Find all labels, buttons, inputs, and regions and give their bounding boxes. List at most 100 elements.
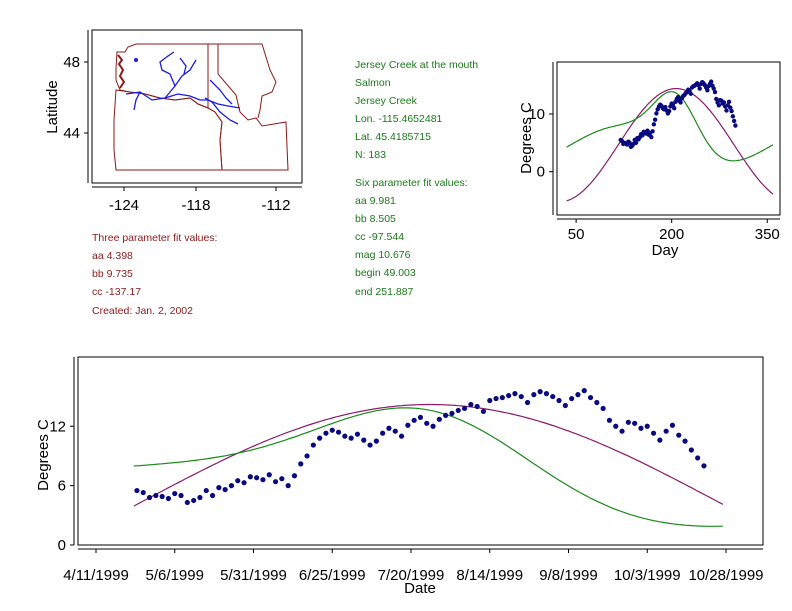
day-fit3-line: [566, 88, 774, 202]
map-ytick-44: 44: [63, 125, 80, 142]
site-n: N: 183: [355, 149, 386, 161]
date-data-point: [537, 389, 543, 395]
date-data-point: [191, 497, 197, 504]
day-data-point: [728, 105, 733, 110]
three-param-heading: Three parameter fit values:: [92, 232, 217, 244]
site-lon: Lon. -115.4652481: [355, 113, 443, 125]
date-data-point: [474, 403, 480, 410]
six-param-end: end 251.887: [355, 286, 414, 298]
date-data-point: [260, 477, 266, 483]
date-data-point: [512, 391, 518, 397]
date-xtick-label: 8/14/1999: [456, 567, 523, 584]
day-xtick-label: 200: [659, 226, 684, 243]
day-data-point: [627, 140, 632, 146]
day-xtick-label: 350: [755, 226, 780, 243]
day-data-point: [726, 99, 732, 105]
date-data-point: [417, 414, 424, 420]
day-chart: 0 10 50 200 350 Day Degrees C: [518, 61, 781, 259]
date-data-point: [134, 487, 140, 494]
rivers: [125, 51, 241, 125]
date-data-point: [405, 422, 411, 428]
date-chart-axes: 0 6 12 4/11/1999 5/6/1999 5/31/1999 6/25/1999 7…: [49, 357, 764, 584]
day-ytick-label: 0: [537, 164, 545, 181]
date-data-point: [644, 423, 650, 429]
date-data-point: [575, 392, 581, 398]
date-data-point: [449, 410, 455, 416]
created-date: Created: Jan. 2, 2002: [92, 305, 193, 317]
six-param-heading: Six parameter fit values:: [355, 177, 468, 189]
date-data-point: [291, 473, 298, 479]
day-data-point: [714, 96, 719, 102]
date-data-point: [695, 455, 701, 461]
date-data-point: [487, 397, 493, 404]
map-axes: [84, 30, 302, 191]
date-data-point: [550, 393, 556, 400]
date-data-point: [506, 392, 512, 399]
day-data-point: [640, 133, 645, 138]
date-data-point: [461, 405, 468, 412]
state-outlines: [113, 43, 289, 171]
date-data-point: [247, 474, 253, 480]
date-xtick-label: 9/8/1999: [539, 567, 597, 584]
day-data-point: [731, 118, 737, 124]
day-data-point: [633, 140, 639, 146]
date-data-point: [424, 420, 430, 426]
date-data-point: [663, 428, 669, 434]
date-xtick-label: 6/25/1999: [299, 567, 366, 584]
date-data-point: [524, 399, 531, 406]
site-block: Jersey Creek at the mouth Salmon Jersey …: [355, 59, 478, 298]
date-data-point: [216, 485, 222, 491]
date-data-point: [335, 429, 342, 435]
date-data-point: [480, 408, 487, 415]
date-data-point: [361, 437, 367, 443]
map-xtick-112: -112: [262, 197, 291, 214]
date-data-point: [430, 423, 436, 429]
date-ytick-label: 0: [58, 537, 66, 554]
map-frame: [91, 29, 303, 184]
day-data-point: [705, 88, 710, 93]
day-data-point: [730, 114, 736, 119]
map-ylabel: Latitude: [44, 80, 61, 133]
map-xtick-118: -118: [182, 197, 211, 214]
day-data-point: [675, 95, 681, 100]
date-data-point: [682, 438, 688, 444]
day-data-point: [733, 123, 738, 128]
date-data-point: [146, 494, 153, 501]
date-fit3-line: [133, 403, 724, 507]
day-xtick-label: 50: [568, 226, 585, 243]
date-data-point: [140, 489, 146, 496]
date-data-point: [298, 461, 304, 467]
day-data-point: [708, 79, 714, 84]
date-ytick-label: 6: [58, 478, 66, 495]
date-chart-ylabel: Degrees C: [35, 419, 52, 491]
date-data-point: [619, 428, 625, 434]
date-data-point: [581, 388, 587, 394]
date-data-point: [650, 430, 657, 436]
six-param-begin: begin 49.003: [355, 267, 416, 279]
date-chart: 0 6 12 4/11/1999 5/6/1999 5/31/1999 6/25/1999 7…: [35, 356, 764, 597]
salmon-river: [204, 97, 239, 125]
date-xtick-label: 5/6/1999: [146, 567, 204, 584]
date-data-point: [317, 435, 323, 441]
six-param-aa: aa 9.981: [355, 195, 396, 207]
date-data-point: [613, 423, 619, 429]
site-stream: Jersey Creek: [355, 95, 418, 107]
three-param-cc: cc -137.17: [92, 286, 141, 298]
date-chart-xlabel: Date: [404, 580, 436, 597]
date-xtick-label: 4/11/1999: [63, 567, 129, 584]
day-data-point: [650, 129, 655, 134]
day-data-point: [651, 122, 657, 127]
date-data-point: [569, 395, 575, 402]
idaho-outline: [207, 43, 289, 171]
date-data-point: [172, 490, 178, 497]
date-data-point: [468, 401, 474, 408]
date-xtick-label: 5/31/1999: [220, 567, 287, 584]
six-param-cc: cc -97.544: [355, 231, 404, 243]
date-data-point: [329, 427, 335, 433]
date-data-point: [411, 417, 417, 423]
date-data-point: [241, 480, 247, 486]
date-data-point: [499, 394, 505, 401]
three-param-aa: aa 4.398: [92, 250, 133, 262]
day-data-point: [678, 100, 683, 105]
